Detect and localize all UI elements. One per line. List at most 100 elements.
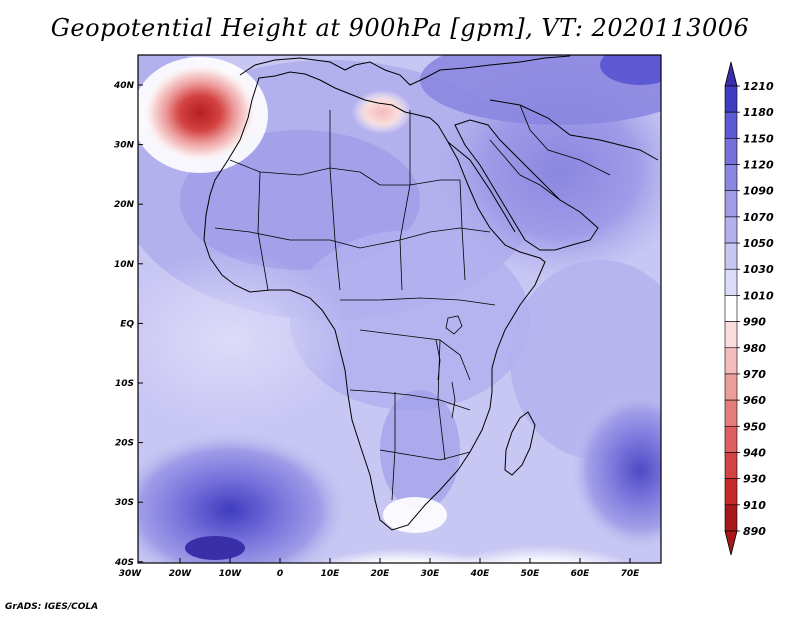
country-borders xyxy=(214,104,611,501)
colorbar-label: 1210 xyxy=(743,80,774,93)
border-south-1 xyxy=(349,389,471,411)
colorbar-label: 1120 xyxy=(743,159,774,172)
border-vertical-4 xyxy=(459,179,466,281)
colorbar-swatch xyxy=(724,295,738,322)
lon-tick-label: 70E xyxy=(621,569,641,579)
figure-title: Geopotential Height at 900hPa [gpm], VT:… xyxy=(50,14,750,42)
colorbar-swatch xyxy=(724,85,738,113)
colorbar-label: 1150 xyxy=(743,132,774,145)
colorbar: 1210 1180 1150 1120 1090 1070 1050 1030 1010 990 9… xyxy=(724,61,774,556)
border-vertical-2 xyxy=(329,110,341,291)
lat-tick-label: 10S xyxy=(115,379,134,389)
lon-tick-label: 30E xyxy=(421,569,441,579)
lat-tick-label: EQ xyxy=(120,319,134,329)
lake-tanganyika xyxy=(435,339,441,381)
colorbar-swatch xyxy=(724,216,738,244)
height-field xyxy=(138,55,661,563)
border-vertical-3 xyxy=(399,110,411,291)
plot-frame: 30W 20W 10W 0 10E 20E 30E 40E 50E 60E 70E 40N 30N 20… xyxy=(113,54,662,579)
madagascar-coastline xyxy=(504,411,536,476)
colorbar-swatch xyxy=(724,242,738,270)
lat-tick-label: 20S xyxy=(115,439,134,449)
band-central-africa xyxy=(290,230,530,410)
colorbar-upper-arrow xyxy=(724,61,738,87)
high-asia-north xyxy=(420,55,661,125)
colorbar-swatch xyxy=(724,321,738,349)
border-central xyxy=(340,297,496,306)
high-south-atlantic xyxy=(138,430,350,563)
high-northeast-corner xyxy=(600,55,661,85)
lon-tick-label: 0 xyxy=(277,569,283,579)
latitude-ticks: 40N 30N 20N 10N EQ 10S 20S 30S 40S xyxy=(113,81,143,568)
lon-tick-label: 30W xyxy=(119,569,143,579)
colorbar-label: 1030 xyxy=(743,263,774,276)
colorbar-label: 990 xyxy=(743,316,766,329)
colorbar-swatch xyxy=(724,138,738,165)
colorbar-swatch xyxy=(724,425,738,453)
colorbar-label: 1070 xyxy=(743,211,774,224)
europe-coastline xyxy=(239,55,571,86)
colorbar-swatch xyxy=(724,347,738,375)
lon-tick-label: 50E xyxy=(521,569,541,579)
arabia-coastline xyxy=(454,119,599,251)
colorbar-label: 1180 xyxy=(743,106,774,119)
colorbar-lower-arrow xyxy=(724,530,738,556)
colorbar-swatch xyxy=(724,504,738,532)
low-madeira xyxy=(142,63,258,163)
border-sahara-west xyxy=(229,159,460,186)
colorbar-swatch xyxy=(724,164,738,192)
colorbar-swatch xyxy=(724,478,738,506)
lat-tick-label: 20N xyxy=(114,200,135,210)
colorbar-swatch xyxy=(724,111,738,139)
lat-tick-label: 10N xyxy=(114,260,135,270)
colorbar-swatch xyxy=(724,373,738,401)
lon-tick-label: 10W xyxy=(219,569,243,579)
border-south-3 xyxy=(391,392,396,501)
grads-credit: GrADS: IGES/COLA xyxy=(5,602,99,612)
lat-tick-label: 40N xyxy=(113,81,135,91)
plot-border xyxy=(137,54,662,564)
lon-tick-label: 10E xyxy=(321,569,341,579)
high-south-atlantic-core xyxy=(185,536,245,560)
pale-atlantic xyxy=(138,250,350,430)
colorbar-swatch xyxy=(724,452,738,479)
lat-tick-label: 40S xyxy=(114,558,134,568)
border-iran xyxy=(519,104,611,176)
colorbar-label: 1050 xyxy=(743,237,774,250)
colorbar-label: 960 xyxy=(743,394,766,407)
longitude-ticks: 30W 20W 10W 0 10E 20E 30E 40E 50E 60E 70E xyxy=(119,558,640,579)
asia-coastline xyxy=(489,99,659,161)
colorbar-label: 930 xyxy=(743,473,766,486)
low-southern-ocean xyxy=(447,525,633,563)
border-arabia xyxy=(489,139,561,201)
colorbar-swatch xyxy=(724,399,738,427)
lon-tick-label: 20E xyxy=(371,569,391,579)
high-south-indian xyxy=(570,390,661,550)
colorbar-label: 950 xyxy=(743,420,766,433)
red-sea-coast xyxy=(447,141,516,233)
lon-tick-label: 60E xyxy=(571,569,591,579)
border-vertical-1 xyxy=(257,171,269,291)
colorbar-label: 910 xyxy=(743,499,766,512)
colorbar-label: 970 xyxy=(743,368,766,381)
lon-tick-label: 20W xyxy=(169,569,193,579)
colorbar-label: 890 xyxy=(743,525,766,538)
colorbar-label: 1010 xyxy=(743,289,774,302)
low-cape-pale xyxy=(383,497,447,533)
colorbar-swatch xyxy=(724,190,738,218)
colorbar-swatch xyxy=(724,268,738,296)
low-mediterranean xyxy=(352,90,412,134)
colorbar-label: 940 xyxy=(743,446,766,459)
colorbar-label: 980 xyxy=(743,342,766,355)
lat-tick-label: 30S xyxy=(115,498,134,508)
border-sahel xyxy=(214,227,491,249)
low-south-atlantic xyxy=(313,530,497,563)
lon-tick-label: 40E xyxy=(470,569,491,579)
lake-malawi xyxy=(451,381,456,419)
lat-tick-label: 30N xyxy=(114,141,135,151)
colorbar-label: 1090 xyxy=(743,185,774,198)
high-southern-africa xyxy=(380,390,460,510)
band-sahara-core xyxy=(180,130,420,270)
